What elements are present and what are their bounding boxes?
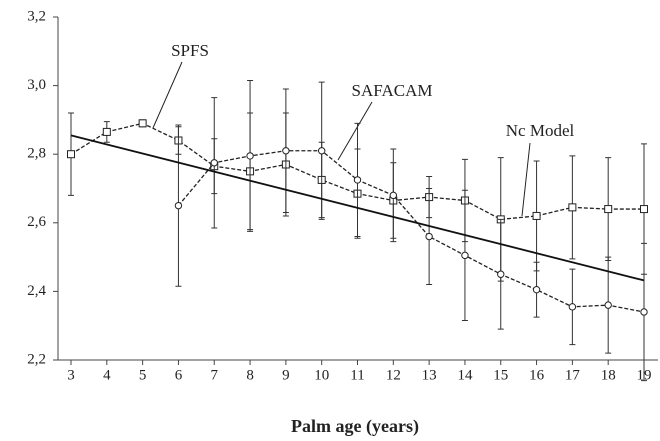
x-tick-label: 6 xyxy=(175,367,183,383)
y-tick-label: 2,2 xyxy=(27,351,46,367)
marker xyxy=(532,285,541,294)
marker xyxy=(353,176,362,184)
marker xyxy=(532,211,541,220)
marker xyxy=(604,301,612,309)
annotation-arrow xyxy=(337,101,373,161)
marker xyxy=(317,147,326,155)
x-axis-label: Palm age (years) xyxy=(291,416,419,437)
marker xyxy=(640,205,648,214)
x-tick-label: 9 xyxy=(282,367,290,383)
y-tick-label: 3,2 xyxy=(27,8,46,24)
marker xyxy=(174,201,183,210)
x-tick-label: 5 xyxy=(139,367,147,383)
y-tick-label: 2,4 xyxy=(27,283,46,299)
x-tick-label: 4 xyxy=(103,367,111,383)
x-tick-label: 3 xyxy=(67,367,75,383)
x-tick-label: 14 xyxy=(457,367,473,383)
marker xyxy=(568,203,577,212)
marker xyxy=(604,205,613,214)
x-tick-label: 15 xyxy=(493,367,508,383)
annotation: SAFACAM xyxy=(352,81,433,100)
marker xyxy=(246,152,254,160)
y-tick-label: 2,8 xyxy=(27,146,46,162)
marker xyxy=(425,232,433,241)
series-line xyxy=(70,134,645,282)
x-tick-label: 12 xyxy=(386,367,401,383)
x-tick-label: 18 xyxy=(601,367,616,383)
x-tick-label: 10 xyxy=(314,367,329,383)
marker xyxy=(389,191,398,200)
marker xyxy=(497,270,505,278)
annotation: Nc Model xyxy=(506,121,575,140)
y-tick-label: 3,0 xyxy=(27,77,46,93)
marker xyxy=(640,308,648,316)
marker xyxy=(210,159,218,167)
x-tick-label: 11 xyxy=(350,367,364,383)
x-tick-label: 17 xyxy=(565,367,581,383)
marker xyxy=(461,251,469,260)
x-tick-label: 8 xyxy=(246,367,254,383)
annotation-arrow xyxy=(152,61,183,129)
x-tick-label: 7 xyxy=(211,367,219,383)
marker xyxy=(102,127,111,136)
x-tick-label: 13 xyxy=(422,367,437,383)
marker xyxy=(67,150,75,159)
annotation: SPFS xyxy=(171,41,209,60)
marker xyxy=(138,119,147,128)
marker xyxy=(568,303,577,311)
x-tick-label: 16 xyxy=(529,367,545,383)
series-line xyxy=(177,150,645,313)
annotation-arrow xyxy=(521,142,531,217)
y-tick-label: 2,6 xyxy=(27,214,46,230)
marker xyxy=(282,147,290,155)
